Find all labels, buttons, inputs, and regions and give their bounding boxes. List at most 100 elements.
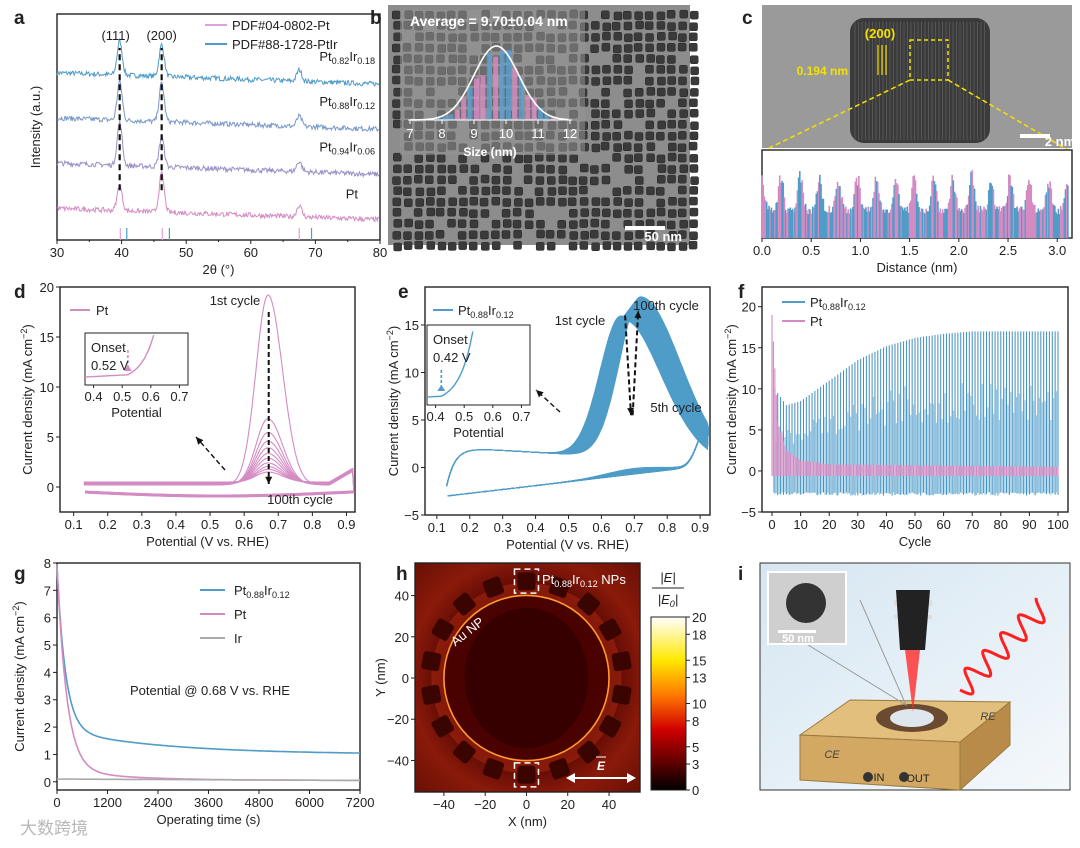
x-tick-label: 2.0	[950, 243, 968, 258]
decrease-arrow-head	[627, 407, 635, 416]
colorbar-tick-label: 20	[692, 610, 706, 625]
x-tick-label: 8	[438, 126, 445, 141]
x-tick-label: 0.5	[802, 243, 820, 258]
inset-onset-value: 0.42 V	[433, 350, 471, 365]
ptir-nanoparticle	[577, 740, 601, 764]
electrode-label-re: RE	[980, 711, 996, 723]
histogram-bar	[525, 94, 531, 120]
histogram-bar	[467, 86, 473, 120]
y-axis-label: Current density (mA cm−2)	[385, 326, 401, 477]
ptir-nanoparticle	[598, 618, 622, 641]
x-tick-label: 7200	[346, 795, 375, 810]
panel-letter-a: a	[14, 8, 25, 29]
xrd-series-line	[56, 79, 380, 133]
chronoamperometry-curve	[57, 778, 360, 782]
x-tick-label: 70	[965, 517, 979, 532]
y-tick-label: 10	[40, 380, 54, 395]
xrd-series-label: Pt0.82Ir0.18	[319, 49, 375, 66]
panel-letter-d: d	[14, 282, 26, 303]
electrode-label-in: IN	[874, 772, 885, 784]
histogram-bar	[512, 67, 518, 120]
colorbar-tick-label: 8	[692, 714, 699, 729]
histogram-bar	[454, 109, 460, 120]
y-tick-label: 0	[44, 775, 51, 790]
inlet-port	[863, 772, 873, 782]
chronoamperometry-curve	[56, 565, 360, 754]
histogram-bar	[531, 98, 537, 120]
ptir-nanoparticle	[548, 758, 571, 780]
xrd-series-label: Pt	[346, 187, 359, 202]
colorbar-tick-label: 18	[692, 627, 706, 642]
y-tick-label: 7	[44, 583, 51, 598]
e-axes-frame	[424, 286, 711, 516]
x-tick-label: 2400	[144, 795, 173, 810]
y-tick-label: 6	[44, 611, 51, 626]
ptir-nanoparticle	[611, 651, 632, 672]
x-axis-label: X (nm)	[508, 814, 547, 829]
histogram-bar	[486, 52, 492, 120]
objective-lens	[896, 590, 930, 650]
d-axes-frame	[59, 286, 356, 513]
scattered-light-wave	[959, 597, 1046, 696]
panel-letter-f: f	[738, 282, 745, 303]
x-tick-label: 1.5	[901, 243, 919, 258]
peak-label: (200)	[146, 28, 176, 43]
x-tick-label: 9	[470, 126, 477, 141]
y-axis-label: Current density (mA cm−2)	[19, 324, 35, 475]
y-tick-label: 15	[742, 341, 756, 356]
y-tick-label: 8	[44, 556, 51, 571]
xrd-series-line	[56, 120, 380, 179]
x-tick-label: 20	[561, 797, 575, 812]
cv-cycle-curve	[83, 447, 355, 497]
y-tick-label: 5	[412, 413, 419, 428]
colorbar-tick-label: 15	[692, 653, 706, 668]
inset-x-tick-label: 0.6	[484, 409, 502, 424]
x-tick-label: 80	[373, 245, 387, 260]
legend-label: Ir	[234, 631, 243, 646]
y-tick-label: 1	[44, 747, 51, 762]
x-tick-label: 3.0	[1048, 243, 1066, 258]
nanoparticle-image	[786, 583, 826, 623]
legend-label: PDF#04-0802-Pt	[232, 18, 330, 33]
y-tick-label: 0	[402, 671, 409, 686]
x-tick-label: 90	[1022, 517, 1036, 532]
x-tick-label: 30	[851, 517, 865, 532]
colorbar-tick-label: 5	[692, 740, 699, 755]
ptir-nanoparticle	[431, 715, 455, 738]
x-axis-label: Distance (nm)	[877, 260, 958, 275]
histogram-bar	[461, 98, 467, 120]
x-tick-label: 20	[822, 517, 836, 532]
colorbar-tick-label: 3	[692, 757, 699, 772]
inset-onset-title: Onset	[433, 332, 468, 347]
scale-bar	[778, 630, 816, 633]
inset-x-tick-label: 0.6	[142, 389, 160, 404]
legend-label: Pt	[234, 607, 247, 622]
x-tick-label: 0.1	[65, 517, 83, 532]
x-tick-label: 0.3	[133, 517, 151, 532]
selection-box	[909, 39, 949, 81]
last-cycle-label: 100th cycle	[633, 298, 699, 313]
y-tick-label: 2	[44, 720, 51, 735]
legend-label: PDF#88-1728-PtIr	[232, 37, 338, 52]
x-tick-label: 50	[908, 517, 922, 532]
inset-pointer-arrow	[195, 436, 226, 471]
g-axes-frame	[56, 562, 361, 791]
histogram-inset-bg	[400, 10, 585, 155]
x-tick-label: 0.5	[201, 517, 219, 532]
gaussian-fit-curve	[409, 45, 569, 121]
x-tick-label: 1.0	[851, 243, 869, 258]
zoom-guide-line	[764, 79, 911, 151]
x-tick-label: 2.5	[999, 243, 1017, 258]
xrd-series-line	[56, 37, 380, 87]
electrochemical-cell-side	[959, 700, 1011, 792]
cv-cycle-curve	[83, 418, 355, 498]
y-tick-label: 3	[44, 693, 51, 708]
increase-arrow	[631, 310, 640, 416]
xrd-series-label: Pt0.88Ir0.12	[319, 94, 375, 111]
y-tick-label: −5	[741, 505, 756, 520]
first-cycle-label: 1st cycle	[555, 313, 606, 328]
scale-bar	[1020, 134, 1050, 138]
histogram-bar	[442, 116, 447, 120]
last-cycle-label: 100th cycle	[267, 492, 333, 507]
y-tick-label: 4	[44, 665, 51, 680]
